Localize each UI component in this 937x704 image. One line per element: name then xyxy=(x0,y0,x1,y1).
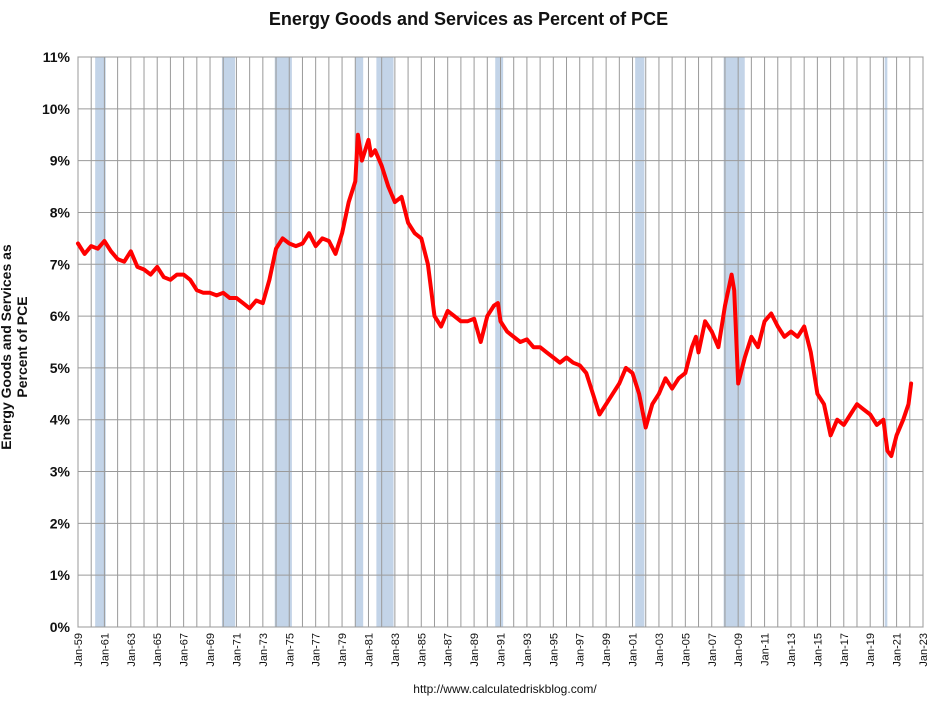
recession-band xyxy=(635,57,645,627)
x-tick-label: Jan-59 xyxy=(73,633,85,667)
y-tick-label: 5% xyxy=(50,360,71,376)
recession-band xyxy=(884,57,888,627)
x-tick-label: Jan-71 xyxy=(231,633,243,667)
x-tick-label: Jan-17 xyxy=(839,633,851,667)
x-tick-label: Jan-19 xyxy=(865,633,877,667)
recession-band xyxy=(95,57,106,627)
y-tick-label: 1% xyxy=(50,567,71,583)
x-tick-label: Jan-23 xyxy=(918,633,930,667)
x-tick-label: Jan-93 xyxy=(522,633,534,667)
chart-title: Energy Goods and Services as Percent of … xyxy=(268,9,669,29)
x-ticks: Jan-59 Jan-61 Jan-63 Jan-65 Jan-67 Jan-69 Jan-… xyxy=(73,633,930,667)
recession-band xyxy=(723,57,745,627)
y-tick-label: 9% xyxy=(50,153,71,169)
x-tick-label: Jan-63 xyxy=(126,633,138,667)
series-layer xyxy=(76,132,914,458)
x-tick-label: Jan-07 xyxy=(707,633,719,667)
x-tick-label: Jan-69 xyxy=(205,633,217,667)
series-line xyxy=(76,132,914,458)
x-tick-label: Jan-03 xyxy=(654,633,666,667)
y-tick-label: 3% xyxy=(50,464,71,480)
x-tick-label: Jan-67 xyxy=(179,633,191,667)
x-tick-label: Jan-97 xyxy=(575,633,587,667)
x-tick-label: Jan-99 xyxy=(601,633,613,667)
x-tick-label: Jan-15 xyxy=(812,633,824,667)
y-tick-label: 8% xyxy=(50,204,71,220)
y-tick-label: 2% xyxy=(50,515,71,531)
x-tick-label: Jan-83 xyxy=(390,633,402,667)
x-tick-label: Jan-05 xyxy=(680,633,692,667)
y-tick-label: 4% xyxy=(50,412,71,428)
x-tick-label: Jan-61 xyxy=(99,633,111,667)
x-tick-label: Jan-77 xyxy=(311,633,323,667)
x-tick-label: Jan-85 xyxy=(416,633,428,667)
recession-bands xyxy=(95,57,888,627)
x-tick-label: Jan-01 xyxy=(628,633,640,667)
recession-band xyxy=(221,57,236,627)
x-tick-label: Jan-91 xyxy=(496,633,508,667)
y-tick-label: 7% xyxy=(50,256,71,272)
recession-band xyxy=(495,57,504,627)
x-tick-label: Jan-09 xyxy=(733,633,745,667)
x-tick-label: Jan-21 xyxy=(892,633,904,667)
recession-band xyxy=(376,57,394,627)
y-tick-label: 6% xyxy=(50,308,71,324)
x-tick-label: Jan-81 xyxy=(363,633,375,667)
source-url: http://www.calculatedriskblog.com/ xyxy=(413,682,597,696)
y-tick-label: 10% xyxy=(42,101,71,117)
recession-band xyxy=(274,57,292,627)
x-tick-label: Jan-11 xyxy=(760,633,772,666)
x-tick-label: Jan-65 xyxy=(152,633,164,667)
y-tick-label: 0% xyxy=(50,619,71,635)
y-ticks: 0% 1% 2% 3% 4% 5% 6% 7% 8% 9% 10% 11% xyxy=(42,49,71,635)
x-tick-label: Jan-13 xyxy=(786,633,798,667)
x-tick-label: Jan-87 xyxy=(443,633,455,667)
x-tick-label: Jan-79 xyxy=(337,633,349,667)
y-tick-label: 11% xyxy=(43,49,71,65)
x-tick-label: Jan-95 xyxy=(548,633,560,667)
x-tick-label: Jan-89 xyxy=(469,633,481,667)
recession-band xyxy=(355,57,364,627)
x-tick-label: Jan-73 xyxy=(258,633,270,667)
x-tick-label: Jan-75 xyxy=(284,633,296,667)
